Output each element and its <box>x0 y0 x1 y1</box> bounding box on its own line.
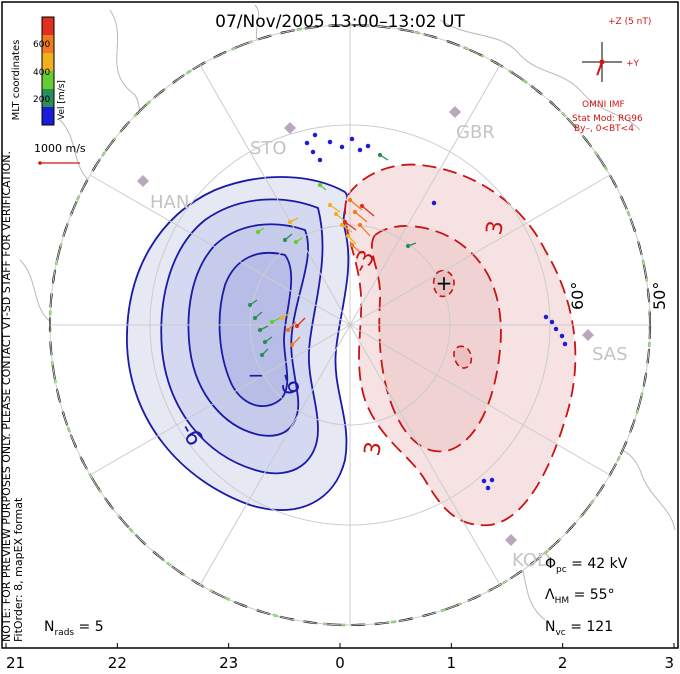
station-label-han: HAN <box>150 192 189 213</box>
imf-vector-origin <box>599 59 605 65</box>
mlt-tick-label: 0 <box>335 654 345 672</box>
positive-cell-contour-2 <box>370 225 502 453</box>
potential-max-marker: + <box>436 271 453 295</box>
mlt-axis: 21 22 23 0 1 2 3 <box>5 643 675 672</box>
colorbar-segment <box>42 35 54 53</box>
colorbar-tick-200: 200 <box>33 95 50 105</box>
vector-scale-label: 1000 m/s <box>34 142 86 155</box>
station-marker-kod <box>505 534 517 546</box>
mlt-tick-label: 21 <box>6 654 25 672</box>
colorbar-tick-600: 600 <box>33 40 50 50</box>
colorbar-segment <box>42 107 54 125</box>
imf-y-label: +Y <box>626 59 640 69</box>
mlt-tick-label: 3 <box>664 654 674 672</box>
imf-condition-label: By–, 0<BT<4 <box>574 124 634 134</box>
latitude-label-60: 60° <box>568 282 587 310</box>
contour-label-plus-3: 3 <box>482 219 509 237</box>
stat-n-rads: Nrads = 5 <box>44 619 104 638</box>
mlt-tick-label: 22 <box>108 654 127 672</box>
station-markers <box>137 106 594 546</box>
imf-model-label: Stat Mod: RG96 <box>572 114 643 124</box>
positive-secondary-contour <box>453 345 473 369</box>
colorbar-frame <box>41 16 55 126</box>
colorbar <box>41 16 55 126</box>
velocity-vectors <box>247 132 568 491</box>
station-marker-han <box>137 175 149 187</box>
station-label-sas: SAS <box>592 344 628 365</box>
colorbar-segment <box>42 71 54 89</box>
station-marker-gbr <box>449 106 461 118</box>
colorbar-segment <box>42 53 54 71</box>
coordinates-label: MLT coordinates <box>11 40 22 121</box>
colorbar-label: Vel [m/s] <box>57 80 67 120</box>
mlt-tick-label: 2 <box>558 654 568 672</box>
contour-label-plus-3-lower: 3 <box>360 440 387 458</box>
mlt-tick-label: 1 <box>447 654 457 672</box>
stat-phi-pc: Φpc = 42 kV <box>545 556 628 575</box>
positive-max-contour <box>432 269 455 298</box>
station-marker-sas <box>582 329 594 341</box>
imf-clock-dial <box>582 42 622 82</box>
negative-cell-contour-4 <box>218 251 293 407</box>
station-label-gbr: GBR <box>456 122 495 143</box>
colorbar-tick-400: 400 <box>33 68 50 78</box>
note-preview: NOTE: FOR PREVIEW PURPOSES ONLY. PLEASE … <box>0 151 13 642</box>
stat-n-vc: Nvc = 121 <box>545 619 613 638</box>
vector-scale-dot <box>38 161 42 165</box>
station-label-sto: STO <box>250 138 287 159</box>
mlt-tick-label: 23 <box>219 654 238 672</box>
imf-z-label: +Z (5 nT) <box>608 17 651 27</box>
station-label-kod: KOD <box>512 550 551 571</box>
latitude-label-50: 50° <box>650 282 669 310</box>
chart-title: 07/Nov/2005 13:00–13:02 UT <box>215 12 465 32</box>
station-marker-sto <box>284 122 296 134</box>
potential-min-marker: − <box>248 363 265 387</box>
colorbar-segment <box>42 89 54 107</box>
note-fit-order: FitOrder: 8, mapEX format <box>12 497 25 642</box>
colorbar-segment <box>42 17 54 35</box>
imf-source-label: OMNI IMF <box>582 100 625 110</box>
stat-lambda-hm: ΛHM = 55° <box>545 587 615 606</box>
